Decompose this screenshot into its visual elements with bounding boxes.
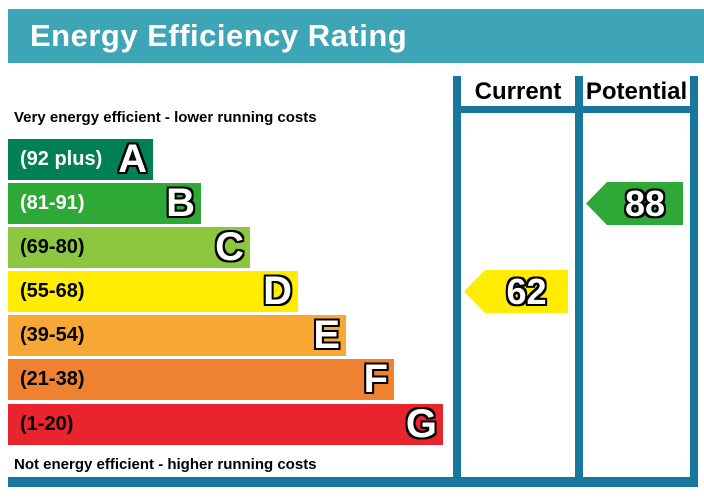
page-title: Energy Efficiency Rating xyxy=(30,18,408,53)
band-letter: C xyxy=(215,225,244,269)
top-note: Very energy efficient - lower running co… xyxy=(14,109,317,126)
current-rating-value: 62 xyxy=(506,271,547,312)
band-letter: B xyxy=(166,181,195,225)
band-range-label: (39-54) xyxy=(20,324,85,346)
potential-rating-arrow: 88 xyxy=(586,182,683,225)
header-underline xyxy=(453,106,698,113)
rating-band: (21-38) F xyxy=(8,359,394,400)
potential-rating-value: 88 xyxy=(624,183,666,224)
band-letter: A xyxy=(118,137,147,181)
band-range-label: (55-68) xyxy=(20,280,85,302)
band-letter: F xyxy=(363,357,388,401)
bottom-note: Not energy efficient - higher running co… xyxy=(14,456,317,473)
bottom-border-bar xyxy=(8,477,698,487)
rating-band: (92 plus) A xyxy=(8,139,153,180)
rating-band: (55-68) D xyxy=(8,271,298,312)
columns-middle-divider xyxy=(575,76,583,487)
band-range-label: (81-91) xyxy=(20,192,85,214)
current-column-header: Current xyxy=(474,78,562,105)
rating-band: (69-80) C xyxy=(8,227,250,268)
band-range-label: (92 plus) xyxy=(20,148,103,170)
potential-column-header: Potential xyxy=(585,78,688,105)
band-letter: D xyxy=(263,269,292,313)
band-range-label: (69-80) xyxy=(20,236,85,258)
title-bar: Energy Efficiency Rating xyxy=(8,9,704,63)
rating-band: (39-54) E xyxy=(8,315,346,356)
current-rating-arrow: 62 xyxy=(464,270,568,313)
band-letter: E xyxy=(313,313,340,357)
rating-band: (1-20) G xyxy=(8,404,443,445)
potential-column-right-divider xyxy=(690,76,698,487)
band-range-label: (1-20) xyxy=(20,413,74,435)
current-column-left-divider xyxy=(453,76,461,487)
band-letter: G xyxy=(405,402,437,446)
rating-band: (81-91) B xyxy=(8,183,201,224)
band-range-label: (21-38) xyxy=(20,368,85,390)
